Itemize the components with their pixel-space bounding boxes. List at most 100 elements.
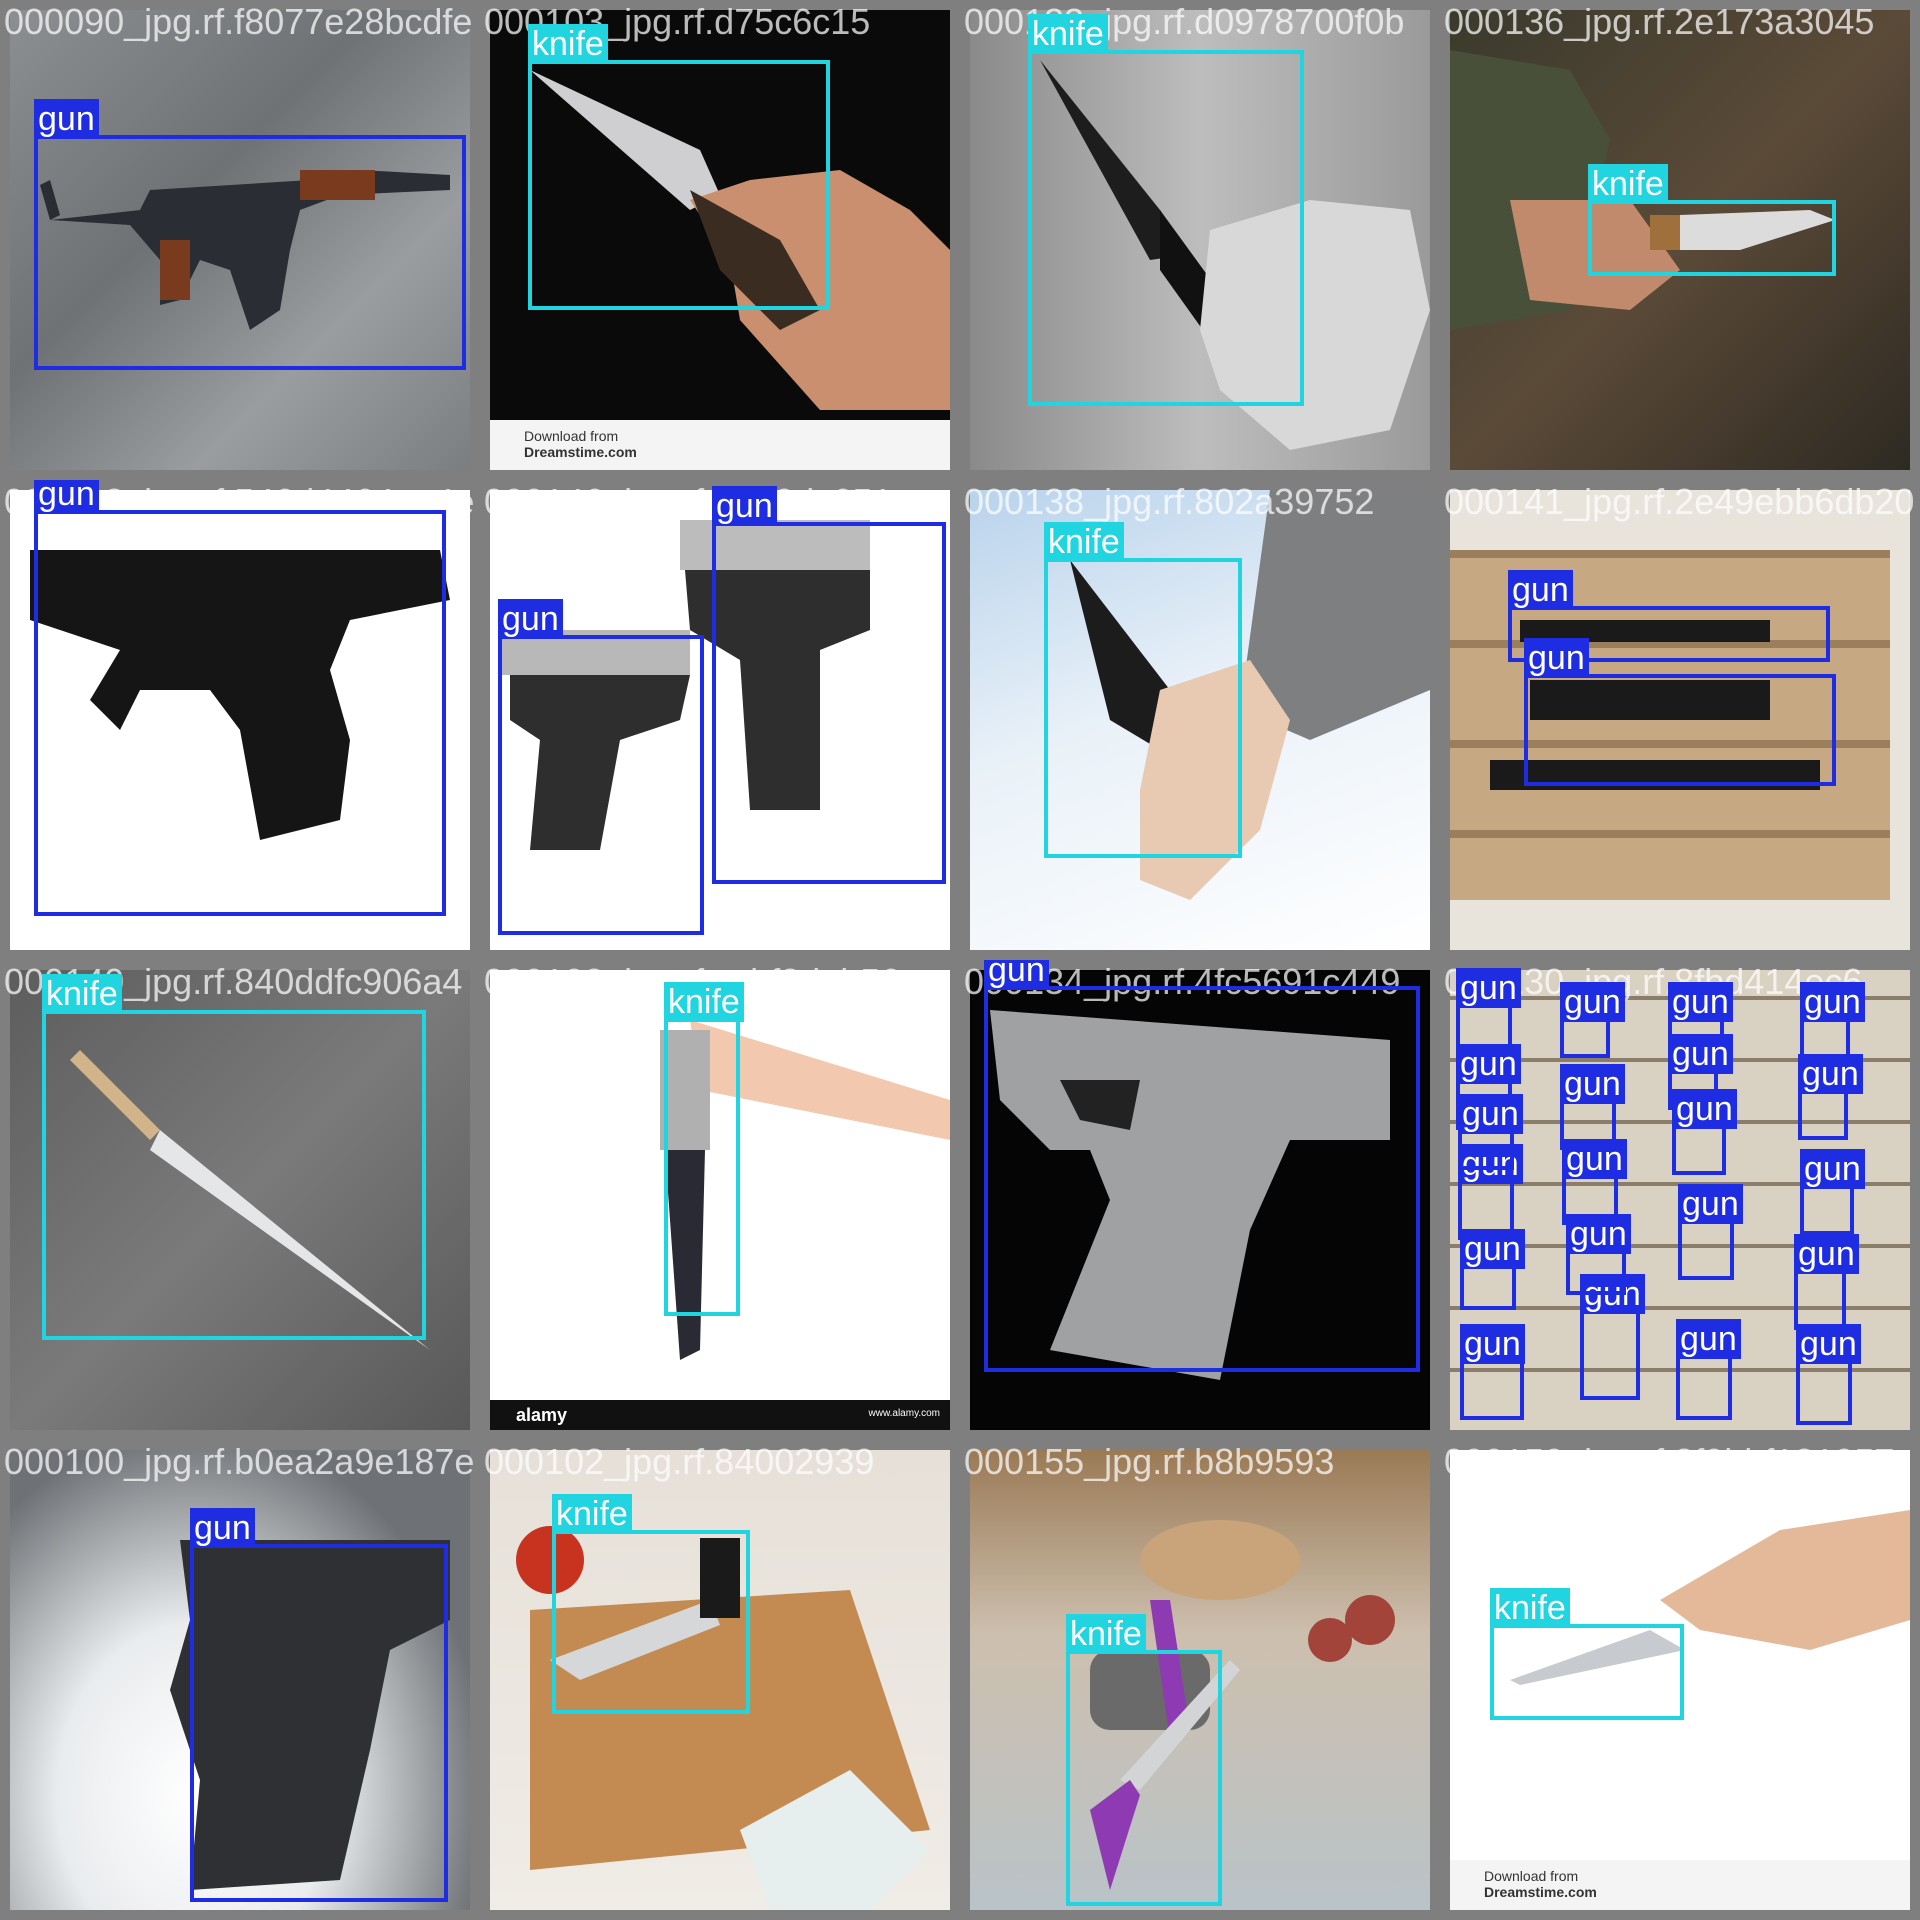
detection-label: gun bbox=[1560, 982, 1625, 1022]
detection-label: gun bbox=[1668, 1034, 1733, 1074]
detection-box-knife: knife bbox=[42, 974, 426, 1340]
knife-image bbox=[70, 1050, 430, 1350]
detection-label: gun bbox=[1456, 1044, 1521, 1084]
tile-filename: 000138_jpg.rf.802a39752 bbox=[964, 481, 1375, 522]
pistol-image bbox=[30, 550, 450, 840]
detection-label: knife bbox=[528, 24, 608, 64]
detection-box-knife: knife bbox=[552, 1494, 750, 1714]
mosaic-tile-16: Download from Dreamstime.com 000150_jpg.… bbox=[1440, 1440, 1920, 1920]
detection-label: gun bbox=[1456, 968, 1521, 1008]
detection-label: gun bbox=[1460, 1229, 1525, 1269]
detection-label: knife bbox=[552, 1494, 632, 1534]
detection-box-gun: gun bbox=[1460, 1229, 1525, 1310]
detection-box-gun: gun bbox=[984, 960, 1420, 1372]
detection-box-knife: knife bbox=[1588, 164, 1836, 276]
detection-box-knife: knife bbox=[664, 982, 744, 1316]
mosaic-tile-15: 000155_jpg.rf.b8b9593 knife bbox=[960, 1440, 1440, 1920]
tile-image bbox=[490, 970, 950, 1400]
detection-label: knife bbox=[42, 974, 122, 1014]
detection-box-gun: gun bbox=[190, 1508, 448, 1902]
detection-box-knife: knife bbox=[1044, 522, 1242, 858]
mosaic-tile-13: 000100_jpg.rf.b0ea2a9e187e gun bbox=[0, 1440, 480, 1920]
detection-label: gun bbox=[190, 1508, 255, 1548]
detection-label: gun bbox=[1508, 570, 1573, 610]
knife-sharpener-image bbox=[1090, 1520, 1395, 1890]
knife-image bbox=[1510, 1510, 1910, 1685]
dreamstime-name: Dreamstime.com bbox=[524, 444, 637, 460]
dreamstime-name: Dreamstime.com bbox=[1484, 1884, 1597, 1900]
detection-label: knife bbox=[1044, 522, 1124, 562]
detection-label: knife bbox=[664, 982, 744, 1022]
detection-box-gun: gun bbox=[34, 99, 466, 370]
dreamstime-footer: Download from Dreamstime.com bbox=[490, 420, 950, 470]
detection-label: gun bbox=[1524, 638, 1589, 678]
tile-filename: 000102_jpg.rf.84002939 bbox=[484, 1441, 875, 1482]
tile-filename: 000090_jpg.rf.f8077e28bcdfe bbox=[4, 1, 473, 42]
detection-box-gun: gun bbox=[1456, 1044, 1521, 1130]
detection-box-gun: gun bbox=[1672, 1089, 1737, 1175]
detection-label: knife bbox=[1588, 164, 1668, 204]
detection-box-gun: gun bbox=[1798, 1054, 1863, 1140]
tile-image bbox=[970, 10, 1430, 470]
detection-label: gun bbox=[1458, 1094, 1523, 1134]
mosaic-tile-3: 000133_jpg.rf.d0978700f0b knife bbox=[960, 0, 1440, 480]
tile-filename: 000100_jpg.rf.b0ea2a9e187e bbox=[4, 1441, 475, 1482]
detection-label: gun bbox=[712, 486, 777, 526]
knife-image bbox=[1070, 490, 1430, 900]
tile-image bbox=[10, 1450, 470, 1910]
dreamstime-footer: Download from Dreamstime.com bbox=[1450, 1860, 1910, 1910]
alamy-footer: alamy www.alamy.com bbox=[490, 1400, 950, 1430]
detection-box-gun: gun bbox=[1560, 982, 1625, 1058]
mosaic-tile-9: 000140_jpg.rf.840ddfc906a4 knife bbox=[0, 960, 480, 1440]
download-text: Download from bbox=[1484, 1868, 1579, 1884]
knife-image bbox=[530, 70, 950, 410]
detection-label: gun bbox=[34, 480, 99, 514]
detection-label: gun bbox=[34, 99, 99, 139]
tile-filename: 000150_jpg.rf.3f9bbf181957 bbox=[1444, 1441, 1895, 1482]
detection-box-gun: gun bbox=[1560, 1064, 1625, 1150]
detection-label: gun bbox=[984, 960, 1049, 990]
detection-label: gun bbox=[1800, 1149, 1865, 1189]
mosaic-tile-7: 000138_jpg.rf.802a39752 knife bbox=[960, 480, 1440, 960]
tile-image bbox=[10, 970, 470, 1430]
mosaic-tile-4: 000136_jpg.rf.2e173a3045 knife bbox=[1440, 0, 1920, 480]
detection-label: knife bbox=[1066, 1614, 1146, 1654]
detection-box-gun: gun bbox=[34, 480, 446, 916]
detection-box-gun: gun bbox=[1800, 1149, 1865, 1235]
detection-box-gun: gun bbox=[1676, 1319, 1741, 1420]
detection-box-knife: knife bbox=[528, 24, 830, 310]
tile-image bbox=[490, 10, 950, 420]
tile-filename: 000136_jpg.rf.2e173a3045 bbox=[1444, 1, 1875, 42]
mosaic-tile-5: 000092_jpg.rf.546d4464aa4e gun bbox=[0, 480, 480, 960]
detection-label: gun bbox=[1800, 982, 1865, 1022]
pistol-image bbox=[990, 1010, 1390, 1380]
download-text: Download from bbox=[524, 428, 619, 444]
detection-label: gun bbox=[498, 599, 563, 639]
detection-box-gun: gun bbox=[1800, 982, 1865, 1058]
detection-label: knife bbox=[1028, 14, 1108, 54]
detection-box-knife: knife bbox=[1490, 1588, 1684, 1720]
tile-image bbox=[970, 970, 1430, 1430]
detection-label: gun bbox=[1796, 1324, 1861, 1364]
mosaic-tile-12: 000130_jpg.rf.8fbd414ec6 gun gun gun gun… bbox=[1440, 960, 1920, 1440]
detection-label: gun bbox=[1794, 1234, 1859, 1274]
detection-label: gun bbox=[1798, 1054, 1863, 1094]
detection-label: gun bbox=[1566, 1214, 1631, 1254]
tile-filename: 000141_jpg.rf.2e49ebb6db20 bbox=[1444, 481, 1915, 522]
alamy-url: www.alamy.com bbox=[868, 1408, 941, 1419]
detection-label: knife bbox=[1490, 1588, 1570, 1628]
mosaic-tile-1: 000090_jpg.rf.f8077e28bcdfe gun bbox=[0, 0, 480, 480]
detection-label: gun bbox=[1460, 1324, 1525, 1364]
detection-box-gun: gun bbox=[1460, 1324, 1525, 1420]
detection-box-gun: gun bbox=[498, 599, 704, 935]
detection-box-knife: knife bbox=[1066, 1614, 1222, 1906]
mosaic-tile-14: 000102_jpg.rf.84002939 knife bbox=[480, 1440, 960, 1920]
detection-box-gun: gun bbox=[712, 486, 946, 884]
knife-image bbox=[516, 1526, 930, 1910]
detection-label: gun bbox=[1672, 1089, 1737, 1129]
mosaic-tile-8: 000141_jpg.rf.2e49ebb6db20 gun gun bbox=[1440, 480, 1920, 960]
alamy-logo: alamy bbox=[516, 1405, 568, 1425]
tile-image bbox=[490, 490, 950, 950]
tile-image bbox=[10, 10, 470, 470]
detection-box-gun: gun bbox=[1524, 638, 1836, 786]
